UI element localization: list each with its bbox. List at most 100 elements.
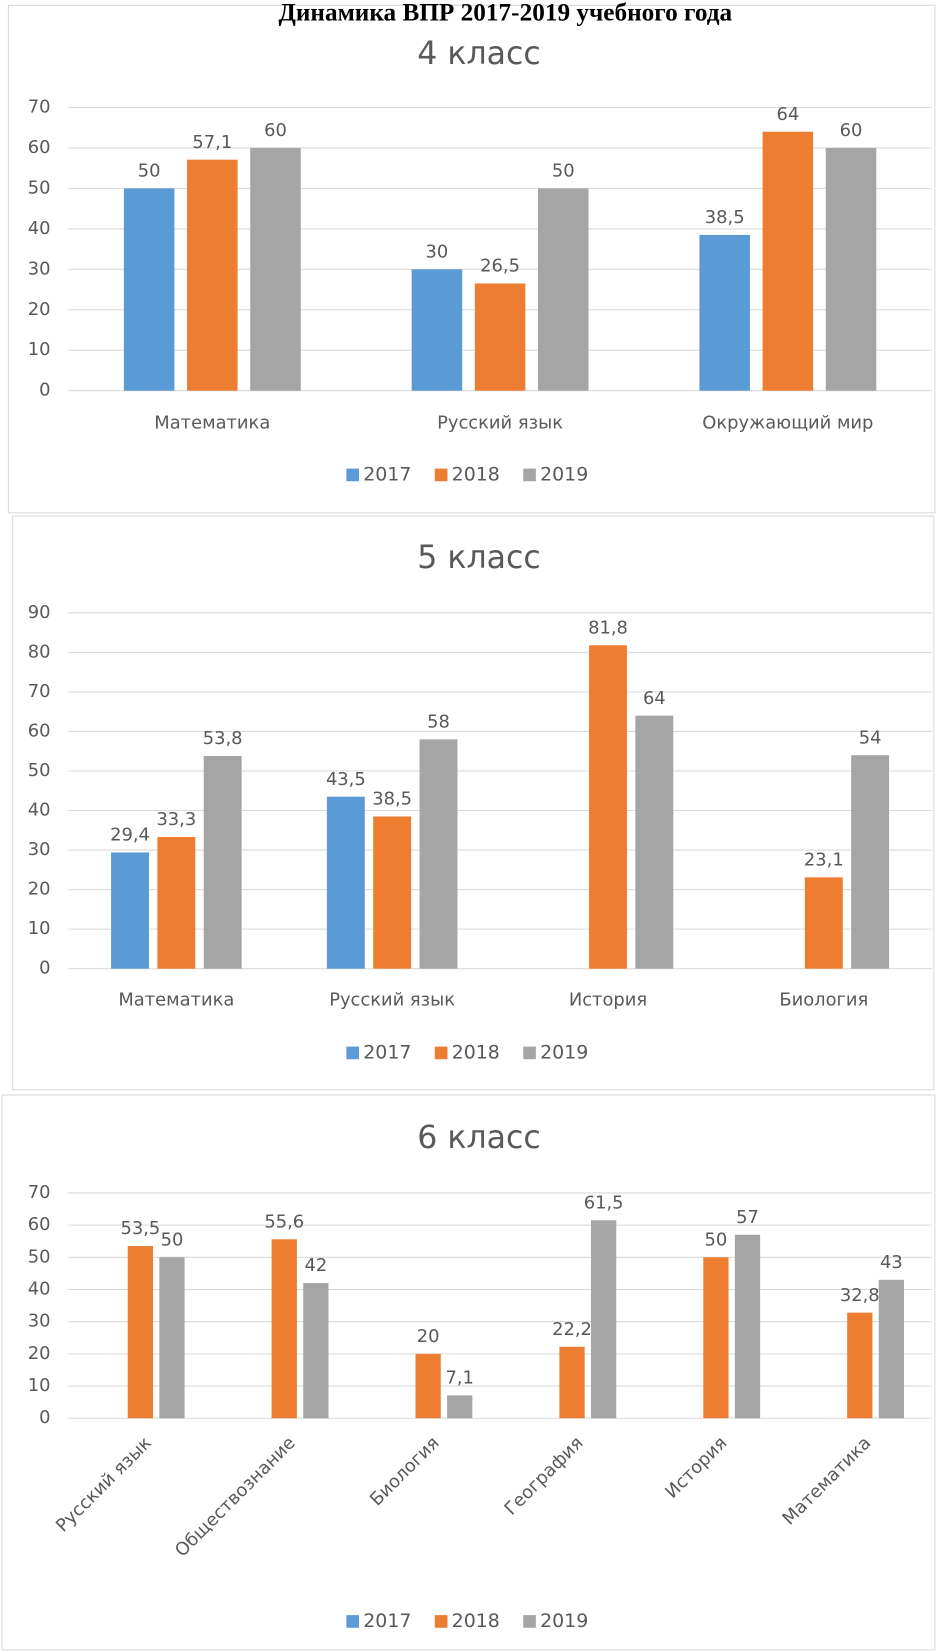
bar [699, 234, 750, 391]
x-tick-label: Русский язык [437, 412, 563, 433]
y-tick-label: 20 [28, 299, 51, 320]
y-tick-label: 20 [28, 1343, 51, 1364]
data-label: 53,5 [120, 1218, 160, 1239]
x-tick-label: Биология [779, 989, 868, 1010]
bar [187, 159, 238, 391]
y-tick-label: 70 [28, 1182, 51, 1203]
legend-swatch [434, 1046, 448, 1060]
data-label: 60 [264, 120, 287, 141]
bar [825, 147, 877, 391]
bar [159, 1257, 185, 1419]
bar [271, 1239, 297, 1419]
y-tick-label: 0 [39, 958, 50, 979]
chart-title: 4 класс [417, 36, 540, 72]
data-label: 50 [138, 161, 161, 182]
legend-label: 2019 [540, 1041, 588, 1063]
data-label: 54 [859, 727, 882, 748]
legend-swatch [346, 1615, 360, 1628]
bar [373, 816, 412, 969]
bar [804, 877, 843, 969]
data-label: 53,8 [203, 728, 243, 749]
bar [635, 715, 674, 969]
data-label: 38,5 [705, 207, 745, 228]
y-tick-label: 40 [28, 218, 51, 239]
x-tick-label: Окружающий мир [702, 412, 873, 433]
data-label: 26,5 [480, 256, 520, 277]
data-label: 50 [705, 1229, 728, 1250]
data-label: 60 [840, 120, 863, 141]
data-label: 20 [417, 1326, 440, 1347]
bar [447, 1395, 473, 1419]
legend-label: 2018 [452, 1610, 500, 1632]
legend-swatch [346, 468, 360, 482]
legend-label: 2017 [363, 463, 411, 485]
bar [326, 796, 365, 969]
bar [589, 645, 627, 969]
bar [111, 852, 149, 969]
y-tick-label: 20 [28, 879, 51, 900]
data-label: 43,5 [326, 769, 366, 790]
data-label: 64 [776, 104, 799, 125]
bar [127, 1246, 154, 1419]
y-tick-label: 40 [28, 1278, 51, 1299]
legend-swatch [434, 468, 448, 482]
bar [250, 147, 301, 391]
legend-label: 2017 [363, 1610, 411, 1632]
data-label: 33,3 [156, 809, 196, 830]
y-tick-label: 80 [28, 641, 51, 662]
y-tick-label: 50 [28, 760, 51, 781]
data-label: 64 [643, 688, 666, 709]
bar [847, 1312, 873, 1419]
page-title: Динамика ВПР 2017-2019 учебного года [279, 0, 733, 27]
data-label: 22,2 [552, 1319, 592, 1340]
y-tick-label: 10 [28, 339, 51, 360]
y-tick-label: 70 [28, 681, 51, 702]
panel [1, 1094, 936, 1651]
y-tick-label: 10 [28, 1375, 51, 1396]
bar [123, 188, 175, 391]
data-label: 57,1 [192, 132, 232, 153]
bar [878, 1279, 905, 1419]
bar [411, 269, 463, 391]
legend-swatch [523, 1046, 536, 1060]
data-label: 42 [304, 1255, 327, 1276]
bar [419, 739, 458, 969]
legend-label: 2018 [452, 463, 500, 485]
data-label: 50 [161, 1229, 184, 1250]
data-label: 81,8 [588, 617, 628, 638]
y-tick-label: 90 [28, 602, 51, 623]
legend-swatch [434, 1615, 448, 1628]
data-label: 38,5 [372, 789, 412, 810]
legend-label: 2019 [540, 1610, 588, 1632]
y-tick-label: 30 [28, 1311, 51, 1332]
bar [851, 755, 890, 969]
bar [590, 1220, 617, 1419]
y-tick-label: 10 [28, 918, 51, 939]
data-label: 29,4 [110, 825, 150, 846]
bar [203, 755, 242, 969]
y-tick-label: 50 [28, 177, 51, 198]
data-label: 50 [552, 161, 575, 182]
legend-label: 2017 [363, 1041, 411, 1063]
legend-swatch [523, 468, 536, 482]
legend-label: 2019 [540, 463, 588, 485]
data-label: 23,1 [804, 850, 844, 871]
legend-swatch [523, 1615, 536, 1628]
data-label: 58 [427, 712, 450, 733]
data-label: 43 [880, 1252, 903, 1273]
y-tick-label: 70 [28, 96, 51, 117]
x-tick-label: Математика [118, 989, 234, 1010]
bar [415, 1353, 441, 1419]
bar [734, 1234, 761, 1419]
x-tick-label: Математика [154, 412, 270, 433]
bar [474, 283, 526, 391]
chart-title: 5 класс [417, 540, 540, 576]
y-tick-label: 0 [39, 1407, 50, 1428]
data-label: 32,8 [840, 1285, 880, 1306]
chart-title: 6 класс [417, 1120, 540, 1156]
data-label: 61,5 [584, 1192, 624, 1213]
panel [12, 515, 935, 1091]
bar [303, 1283, 329, 1419]
